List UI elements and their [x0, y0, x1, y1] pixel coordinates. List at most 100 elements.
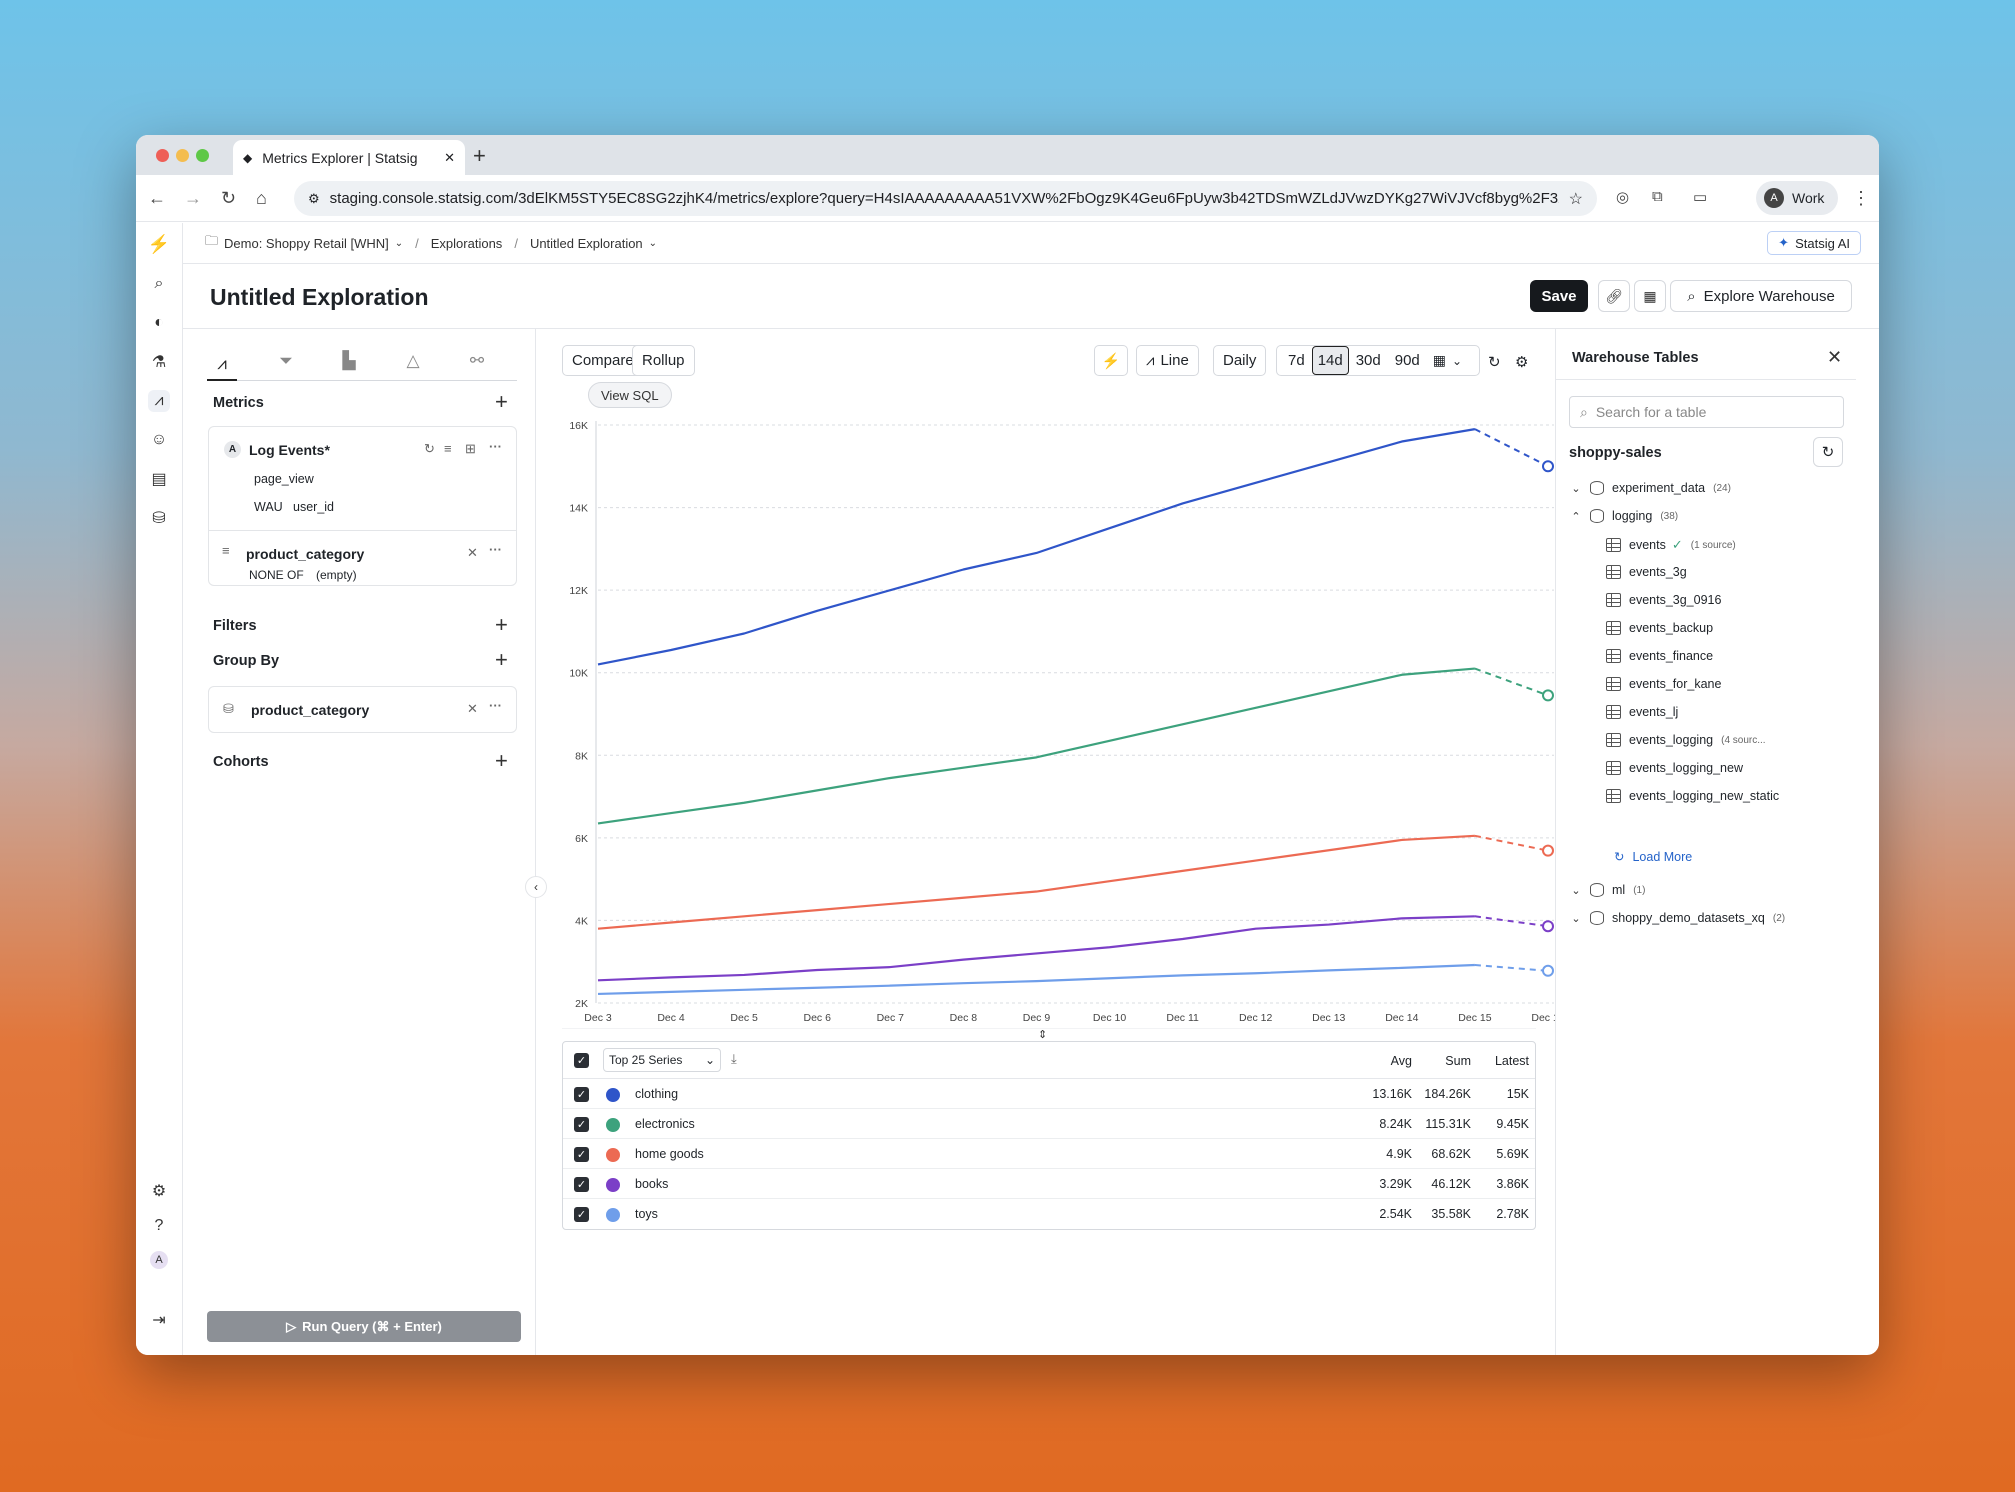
filter-icon[interactable]: ≡	[444, 441, 452, 456]
filter-more-options-icon[interactable]: ···	[489, 542, 502, 557]
bookmark-star-icon[interactable]: ☆	[1568, 190, 1583, 208]
chevron-down-icon[interactable]: ⌄	[1571, 884, 1581, 897]
close-tab-icon[interactable]: ✕	[444, 149, 455, 165]
cast-icon[interactable]: ▭	[1693, 189, 1708, 206]
remove-filter-icon[interactable]: ✕	[467, 545, 478, 560]
table-row[interactable]: events_lj	[1606, 705, 1678, 719]
legend-row[interactable]: ✓ toys 2.54K 35.58K 2.78K	[563, 1199, 1535, 1229]
back-icon[interactable]: ←	[148, 188, 166, 208]
groupby-more-options-icon[interactable]: ···	[489, 698, 502, 713]
extension-icon[interactable]: ◎	[1616, 189, 1630, 206]
add-to-dashboard-button[interactable]: ▦	[1634, 280, 1666, 312]
chevron-down-icon[interactable]: ⌄	[394, 237, 404, 249]
metric-card[interactable]: A Log Events* ↻ ≡ ⊞ ··· page_view WAU us…	[208, 426, 517, 586]
legend-row[interactable]: ✓ clothing 13.16K 184.26K 15K	[563, 1079, 1535, 1109]
series-checkbox[interactable]: ✓	[574, 1147, 589, 1162]
legend-row[interactable]: ✓ books 3.29K 46.12K 3.86K	[563, 1169, 1535, 1199]
groupby-field[interactable]: product_category	[251, 702, 370, 718]
select-all-checkbox[interactable]: ✓	[574, 1053, 589, 1068]
settings-icon[interactable]: ⚙	[151, 1183, 167, 1200]
run-query-button[interactable]: ▷ Run Query (⌘ + Enter)	[207, 1311, 521, 1342]
table-row[interactable]: events_logging_new_static	[1606, 789, 1779, 803]
series-checkbox[interactable]: ✓	[574, 1117, 589, 1132]
table-row[interactable]: events_backup	[1606, 621, 1713, 635]
page-title[interactable]: Untitled Exploration	[210, 284, 429, 310]
range-14d[interactable]: 14d	[1311, 346, 1349, 375]
users-icon[interactable]: ☺	[150, 431, 168, 448]
add-groupby-button[interactable]: +	[495, 647, 508, 672]
table-row[interactable]: events_logging_new	[1606, 761, 1743, 775]
table-row[interactable]: events ✓ (1 source)	[1606, 537, 1736, 553]
chart-type-selector[interactable]: ⩘ Line	[1136, 345, 1199, 376]
analytics-icon[interactable]: ▤	[151, 471, 167, 488]
close-window-button[interactable]	[156, 149, 169, 162]
chevron-down-icon[interactable]: ⌄	[1452, 353, 1463, 368]
explore-warehouse-button[interactable]: ⌕ Explore Warehouse	[1670, 280, 1852, 312]
url-field[interactable]: ⚙ staging.console.statsig.com/3dElKM5STY…	[294, 181, 1597, 216]
metric-unit[interactable]: user_id	[293, 500, 334, 514]
copy-link-button[interactable]: 🔗︎	[1598, 280, 1630, 312]
view-table-icon[interactable]: ⊞	[465, 441, 476, 456]
chevron-up-icon[interactable]: ⌃	[1571, 510, 1581, 523]
resize-handle-icon[interactable]: ⇕	[1038, 1029, 1048, 1041]
project-selector[interactable]: Demo: Shoppy Retail [WHN]	[224, 235, 389, 251]
profile-button[interactable]: A Work	[1756, 181, 1838, 215]
experiments-icon[interactable]: ⚗	[151, 354, 167, 371]
add-filter-button[interactable]: +	[495, 612, 508, 637]
metric-aggregation[interactable]: WAU	[254, 500, 283, 514]
dataset-row[interactable]: ⌄ shoppy_demo_datasets_xq (2)	[1570, 911, 1785, 925]
load-more-button[interactable]: ↻ Load More	[1614, 849, 1692, 865]
metric-event[interactable]: page_view	[254, 472, 314, 486]
forward-icon[interactable]: →	[184, 188, 202, 208]
home-icon[interactable]: ⌂	[256, 188, 267, 208]
collapse-config-button[interactable]: ‹	[525, 876, 547, 898]
dataset-row[interactable]: ⌄ ml (1)	[1570, 883, 1645, 897]
collapse-nav-icon[interactable]: ⇥	[152, 1312, 166, 1329]
legend-row[interactable]: ✓ home goods 4.9K 68.62K 5.69K	[563, 1139, 1535, 1169]
chart-settings-icon[interactable]: ⚙	[1515, 354, 1529, 371]
tab-user-journeys-icon[interactable]: ⚯	[469, 351, 485, 370]
series-limit-select[interactable]: Top 25 Series ⌄	[603, 1048, 721, 1072]
site-settings-icon[interactable]: ⚙	[308, 190, 320, 206]
statsig-logo-icon[interactable]: ⚡	[147, 233, 171, 254]
metric-filter-field[interactable]: product_category	[246, 546, 365, 562]
legend-row[interactable]: ✓ electronics 8.24K 115.31K 9.45K	[563, 1109, 1535, 1139]
range-7d[interactable]: 7d	[1288, 352, 1305, 369]
table-row[interactable]: events_3g	[1606, 565, 1687, 579]
dataset-row[interactable]: ⌃ logging (38)	[1570, 509, 1678, 523]
tab-retention-icon[interactable]: ▙	[342, 351, 356, 370]
refresh-schema-button[interactable]: ↻	[1813, 437, 1843, 467]
chevron-down-icon[interactable]: ⌄	[1571, 482, 1581, 495]
metrics-explorer-icon[interactable]: ⩘	[148, 390, 170, 412]
tab-metric-drilldown-icon[interactable]: ⩘	[207, 349, 237, 381]
calendar-icon[interactable]: ▦	[1432, 352, 1447, 368]
series-checkbox[interactable]: ✓	[574, 1177, 589, 1192]
view-sql-button[interactable]: View SQL	[588, 382, 672, 408]
breadcrumb-explorations[interactable]: Explorations	[430, 235, 503, 251]
compare-button[interactable]: Compare	[562, 345, 644, 376]
download-icon[interactable]: ⤓	[731, 1051, 737, 1066]
new-tab-button[interactable]: +	[473, 143, 486, 168]
minimize-window-button[interactable]	[176, 149, 189, 162]
table-row[interactable]: events_for_kane	[1606, 677, 1721, 691]
column-sum[interactable]: Sum	[1445, 1054, 1471, 1068]
table-row[interactable]: events_3g_0916	[1606, 593, 1721, 607]
save-button[interactable]: Save	[1530, 280, 1588, 312]
remove-groupby-icon[interactable]: ✕	[467, 701, 478, 716]
dataset-row[interactable]: ⌄ experiment_data (24)	[1570, 481, 1731, 495]
rollup-button[interactable]: Rollup	[632, 345, 695, 376]
reload-icon[interactable]: ↻	[221, 188, 237, 208]
tab-distribution-icon[interactable]: △	[406, 351, 420, 370]
breadcrumb-current[interactable]: Untitled Exploration	[529, 235, 643, 251]
column-avg[interactable]: Avg	[1390, 1054, 1412, 1068]
series-checkbox[interactable]: ✓	[574, 1207, 589, 1222]
refresh-icon[interactable]: ↻	[424, 441, 435, 456]
close-icon[interactable]: ✕	[1827, 347, 1843, 367]
metric-name[interactable]: Log Events*	[249, 442, 330, 458]
table-row[interactable]: events_finance	[1606, 649, 1713, 663]
range-90d[interactable]: 90d	[1394, 352, 1420, 369]
series-checkbox[interactable]: ✓	[574, 1087, 589, 1102]
browser-tab[interactable]: ◆ Metrics Explorer | Statsig ✕	[233, 140, 465, 175]
browser-menu-icon[interactable]: ⋮	[1852, 188, 1870, 208]
feature-gates-icon[interactable]: ◐	[154, 314, 164, 331]
